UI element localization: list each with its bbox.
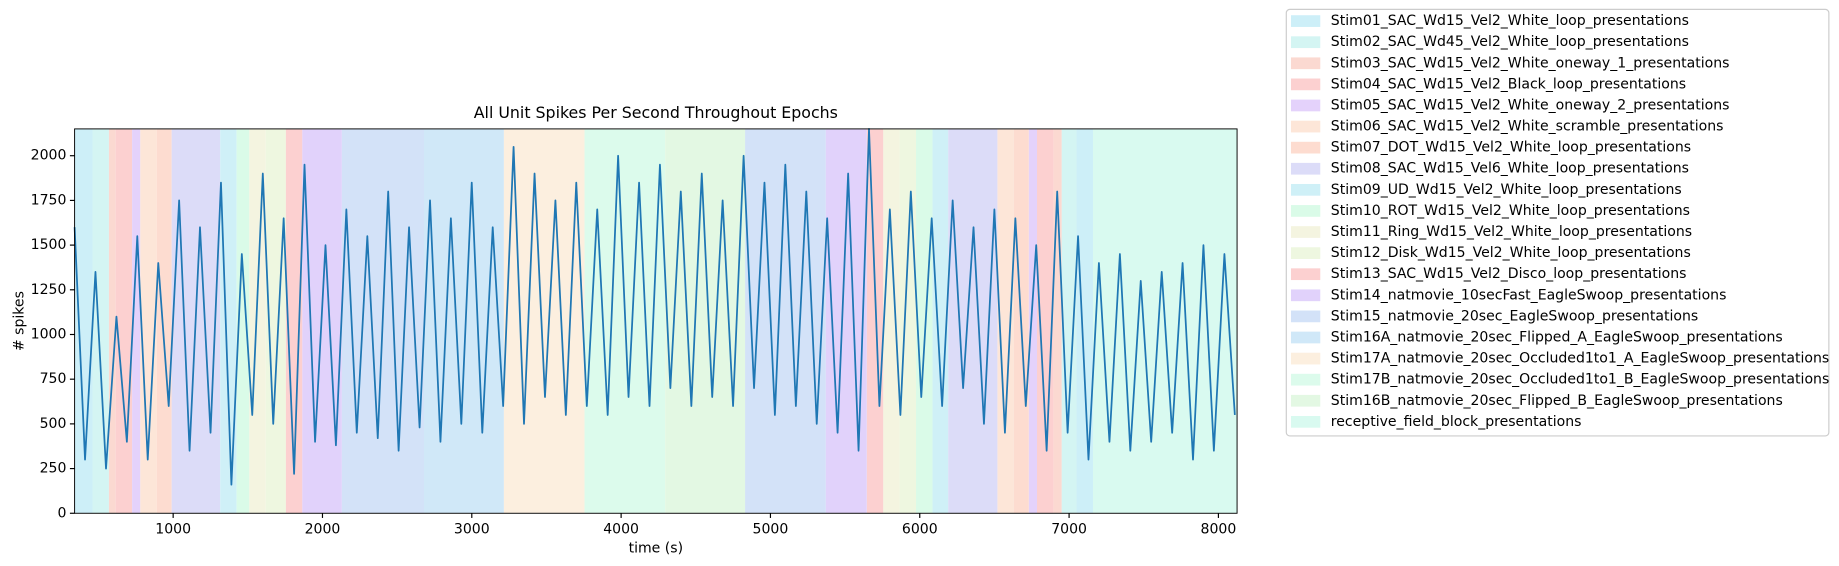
legend-swatch xyxy=(1290,416,1321,428)
epoch-span xyxy=(899,128,917,514)
legend-label: receptive_field_block_presentations xyxy=(1331,414,1582,430)
legend-swatch xyxy=(1290,373,1321,386)
epoch-span xyxy=(948,128,998,514)
legend-label: Stim17A_natmovie_20sec_Occluded1to1_A_Ea… xyxy=(1331,351,1829,367)
legend-label: Stim09_UD_Wd15_Vel2_White_loop_presentat… xyxy=(1331,182,1682,198)
epoch-span xyxy=(285,128,303,514)
y-tick-label: 1000 xyxy=(31,326,67,342)
legend-swatch xyxy=(1290,247,1321,259)
legend-swatch xyxy=(1290,205,1321,217)
legend-label: Stim11_Ring_Wd15_Vel2_White_loop_present… xyxy=(1331,224,1692,240)
legend-swatch xyxy=(1290,394,1321,407)
legend-label: Stim15_natmovie_20sec_EagleSwoop_present… xyxy=(1331,308,1698,324)
epoch-span xyxy=(74,128,93,514)
epoch-span xyxy=(916,128,933,514)
legend-swatch xyxy=(1290,268,1321,281)
x-tick-label: 1000 xyxy=(155,522,191,538)
legend-label: Stim03_SAC_Wd15_Vel2_White_oneway_1_pres… xyxy=(1331,55,1730,71)
legend-box xyxy=(1285,8,1830,437)
epoch-span xyxy=(156,128,172,514)
y-tick-label: 250 xyxy=(40,461,67,477)
epoch-span xyxy=(108,128,116,514)
x-tick-label: 8000 xyxy=(1201,522,1237,538)
legend-label: Stim12_Disk_Wd15_Vel2_White_loop_present… xyxy=(1331,245,1691,261)
epoch-span xyxy=(1076,128,1093,514)
epoch-span xyxy=(932,128,949,514)
y-tick-label: 750 xyxy=(40,371,67,387)
legend-swatch xyxy=(1290,57,1321,70)
epoch-span xyxy=(424,128,504,514)
epoch-span xyxy=(883,128,900,514)
x-tick-label: 2000 xyxy=(305,522,341,538)
epoch-span xyxy=(1028,128,1037,514)
epoch-span xyxy=(220,128,237,514)
legend-label: Stim16A_natmovie_20sec_Flipped_A_EagleSw… xyxy=(1331,329,1783,345)
legend-label: Stim06_SAC_Wd15_Vel2_White_scramble_pres… xyxy=(1331,119,1724,135)
legend-label: Stim08_SAC_Wd15_Vel6_White_loop_presenta… xyxy=(1331,161,1689,177)
y-axis-label: # spikes xyxy=(12,291,28,351)
epoch-span xyxy=(665,128,746,514)
epoch-span xyxy=(1053,128,1062,514)
legend-swatch xyxy=(1290,226,1321,238)
y-tick-label: 2000 xyxy=(31,148,67,164)
legend-label: Stim05_SAC_Wd15_Vel2_White_oneway_2_pres… xyxy=(1331,97,1730,113)
epoch-span xyxy=(115,128,133,514)
legend-label: Stim17B_natmovie_20sec_Occluded1to1_B_Ea… xyxy=(1331,372,1829,388)
y-tick-label: 1750 xyxy=(31,192,67,208)
epoch-span xyxy=(132,128,141,514)
legend-label: Stim13_SAC_Wd15_Vel2_Disco_loop_presenta… xyxy=(1331,266,1687,282)
legend-label: Stim07_DOT_Wd15_Vel2_White_loop_presenta… xyxy=(1331,140,1691,156)
legend: Stim01_SAC_Wd15_Vel2_White_loop_presenta… xyxy=(1290,13,1829,430)
legend-swatch xyxy=(1290,15,1321,27)
plot xyxy=(73,128,1236,486)
legend-swatch xyxy=(1290,289,1321,302)
legend-label: Stim04_SAC_Wd15_Vel2_Black_loop_presenta… xyxy=(1331,76,1686,92)
plot-frame xyxy=(74,128,1238,514)
x-axis-label: time (s) xyxy=(629,540,683,556)
epoch-span xyxy=(236,128,250,514)
y-tick-label: 1250 xyxy=(31,282,67,298)
legend-swatch xyxy=(1290,141,1321,154)
epoch-span xyxy=(140,128,157,514)
legend-swatch xyxy=(1290,99,1321,112)
epoch-span xyxy=(1061,128,1077,514)
y-tick-label: 1500 xyxy=(31,237,67,253)
y-tick-label: 0 xyxy=(57,505,66,521)
x-tick-label: 3000 xyxy=(454,522,490,538)
legend-swatch xyxy=(1290,310,1321,323)
x-tick-label: 6000 xyxy=(902,522,938,538)
x-tick-label: 4000 xyxy=(603,522,639,538)
x-tick-label: 5000 xyxy=(753,522,789,538)
y-tick-label: 500 xyxy=(40,416,67,432)
legend-swatch xyxy=(1290,352,1321,365)
epoch-span xyxy=(866,128,884,514)
epoch-span xyxy=(1036,128,1054,514)
x-tick-label: 7000 xyxy=(1051,522,1087,538)
legend-label: Stim01_SAC_Wd15_Vel2_White_loop_presenta… xyxy=(1331,13,1689,29)
legend-swatch xyxy=(1290,183,1321,196)
legend-swatch xyxy=(1290,162,1321,175)
epoch-span xyxy=(997,128,1014,514)
chart-title: All Unit Spikes Per Second Throughout Ep… xyxy=(474,103,838,122)
legend-label: Stim14_natmovie_10secFast_EagleSwoop_pre… xyxy=(1331,287,1727,303)
legend-label: Stim16B_natmovie_20sec_Flipped_B_EagleSw… xyxy=(1331,393,1783,409)
legend-swatch xyxy=(1290,331,1321,344)
legend-label: Stim02_SAC_Wd45_Vel2_White_loop_presenta… xyxy=(1331,34,1689,50)
epoch-span xyxy=(503,128,585,514)
legend-swatch xyxy=(1290,36,1321,49)
epoch-span xyxy=(265,128,286,514)
legend-swatch xyxy=(1290,120,1321,133)
data-line xyxy=(73,128,1236,486)
epoch-span xyxy=(92,128,109,514)
epoch-span xyxy=(249,128,266,514)
legend-swatch xyxy=(1290,78,1321,91)
legend-label: Stim10_ROT_Wd15_Vel2_White_loop_presenta… xyxy=(1331,203,1690,219)
